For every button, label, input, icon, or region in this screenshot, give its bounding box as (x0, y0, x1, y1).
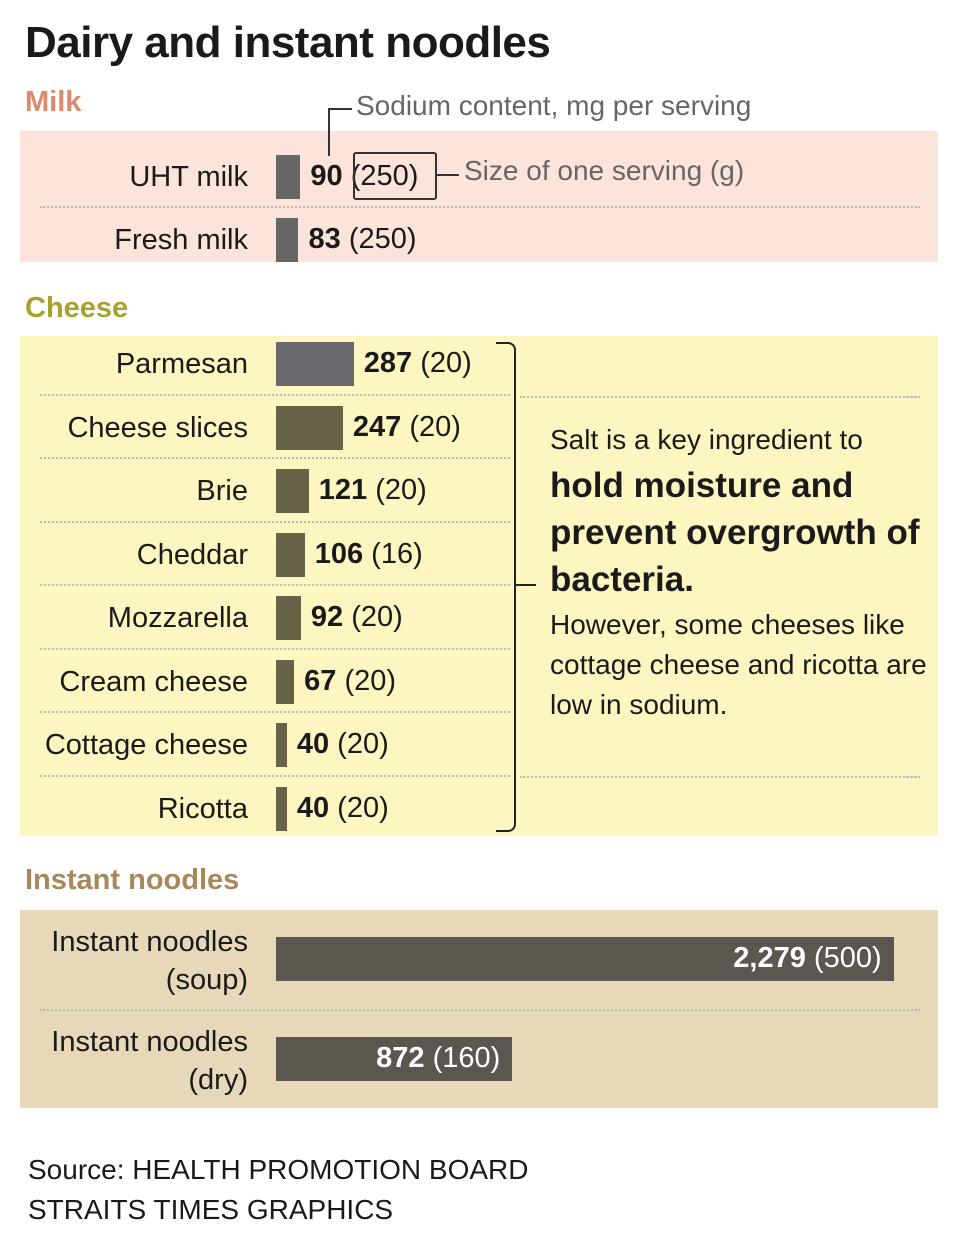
bar-cheese (276, 405, 343, 450)
milk-panel (20, 131, 938, 262)
sodium-annotation: Sodium content, mg per serving (356, 90, 752, 121)
bar-cheese (276, 469, 309, 513)
row-divider-right (520, 396, 920, 398)
value-label: 2,279 (500) (733, 939, 881, 977)
bar-instant-noodles (276, 937, 894, 981)
serving-annotation: Size of one serving (g) (464, 155, 745, 186)
sodium-value: 67 (304, 664, 337, 697)
sodium-value: 40 (296, 791, 330, 824)
value-label: 121 (20) (319, 471, 427, 509)
row-label: Parmesan (115, 348, 248, 380)
row-label: Cottage cheese (44, 729, 248, 761)
row-divider-right (520, 776, 920, 778)
value-label: 92 (20) (311, 598, 403, 636)
sodium-value: 121 (318, 474, 368, 506)
section-noodles-heading: Instant noodles (25, 864, 240, 896)
sodium-value: 287 (363, 347, 413, 379)
bracket-tip (514, 584, 536, 586)
bracket-bottom (496, 586, 516, 832)
row-divider (40, 774, 510, 777)
row-divider (40, 647, 510, 650)
row-label: Instant noodles (soup) (51, 926, 248, 996)
sodium-value: 40 (296, 728, 330, 760)
cheese-note: Salt is a key ingredient to hold moistur… (540, 420, 930, 725)
bar-milk (276, 155, 301, 199)
chart-title: Dairy and instant noodles (25, 18, 551, 67)
bar-cheese (276, 342, 354, 386)
row-label: Cheddar (136, 538, 248, 571)
row-label: Cheese slices (67, 411, 248, 444)
row-divider (40, 457, 510, 459)
sodium-value: 247 (352, 410, 402, 443)
sodium-value: 106 (314, 537, 364, 570)
note-rest: However, some cheeses like cottage chees… (550, 609, 927, 720)
value-label: 90 (250) (310, 157, 418, 195)
bar-cheese (276, 532, 305, 577)
serving-size: (250) (348, 223, 417, 255)
value-label: 40 (20) (297, 789, 389, 827)
sodium-value: 90 (310, 160, 343, 192)
serving-size: (16) (371, 537, 423, 570)
sodium-value: 83 (308, 223, 341, 255)
value-label: 40 (20) (297, 725, 389, 763)
row-label: Fresh milk (114, 224, 248, 256)
note-bold: hold moisture and prevent overgrowth of … (550, 466, 920, 599)
serving-size: (20) (375, 474, 427, 506)
row-label: Cream cheese (59, 665, 248, 698)
serving-size: (20) (337, 728, 389, 760)
serving-size: (20) (351, 601, 403, 633)
bracket-top (496, 342, 516, 584)
serving-size: (160) (432, 1042, 501, 1074)
row-label: Instant noodles (dry) (51, 1026, 248, 1096)
value-label: 287 (20) (364, 344, 472, 382)
credit-line: STRAITS TIMES GRAPHICS (28, 1194, 394, 1225)
row-divider (40, 206, 920, 208)
serving-size: (20) (344, 664, 397, 697)
source-line: Source: HEALTH PROMOTION BOARD (28, 1154, 529, 1185)
serving-size: (20) (409, 410, 461, 443)
bar-cheese (276, 596, 301, 640)
section-cheese-heading: Cheese (25, 292, 129, 324)
bar-cheese (276, 786, 287, 831)
value-label: 83 (250) (308, 220, 416, 258)
section-milk-heading: Milk (25, 86, 82, 118)
row-divider (40, 1009, 920, 1011)
serving-box (353, 152, 437, 200)
serving-size: (20) (337, 791, 389, 824)
sodium-value: 872 (376, 1042, 425, 1074)
sodium-leader-line (328, 108, 352, 156)
serving-size: (250) (350, 160, 419, 192)
sodium-value: 2,279 (733, 942, 806, 974)
sodium-value: 92 (310, 601, 344, 633)
serving-size: (20) (420, 347, 472, 379)
row-label: Brie (196, 475, 248, 507)
value-label: 247 (20) (353, 408, 461, 446)
row-label: UHT milk (129, 161, 248, 193)
value-label: 67 (20) (304, 662, 396, 700)
bar-instant-noodles (276, 1037, 513, 1081)
note-intro: Salt is a key ingredient to (550, 424, 863, 455)
value-label: 106 (16) (315, 535, 423, 573)
row-label: Mozzarella (107, 602, 248, 634)
row-divider (40, 711, 510, 713)
row-divider (40, 393, 510, 396)
value-label: 872 (160) (376, 1039, 500, 1077)
bar-cheese (276, 659, 295, 704)
serving-leader-line (435, 174, 459, 176)
bar-milk (276, 218, 299, 262)
bar-cheese (276, 723, 287, 767)
serving-size: (500) (813, 942, 882, 974)
row-divider (40, 520, 510, 523)
row-divider (40, 584, 510, 586)
row-label: Ricotta (157, 792, 248, 825)
